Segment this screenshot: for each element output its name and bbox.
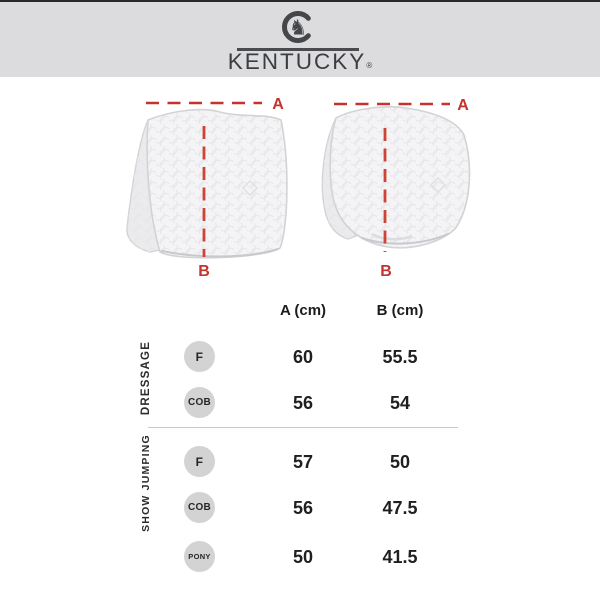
section-label-show-jumping: SHOW JUMPING bbox=[140, 434, 152, 532]
section-label-dressage: DRESSAGE bbox=[140, 340, 152, 416]
value-a-jumping-cob: 56 bbox=[292, 498, 314, 518]
value-b-jumping-pony: 41.5 bbox=[382, 547, 418, 567]
value-a-jumping-f: 57 bbox=[292, 452, 314, 472]
kentucky-logo: KENTUCKY® bbox=[0, 49, 600, 75]
logo-underline bbox=[237, 48, 359, 51]
size-badge-dressage-cob: COB bbox=[184, 387, 215, 418]
measurement-label-b-dressage: B bbox=[198, 263, 210, 280]
horse-emblem-icon: ♞ bbox=[281, 11, 311, 43]
section-divider bbox=[148, 427, 458, 428]
column-header-a: A (cm) bbox=[279, 302, 327, 319]
value-a-dressage-f: 60 bbox=[292, 347, 314, 367]
measurement-label-b-jumping: B bbox=[380, 263, 392, 280]
value-a-jumping-pony: 50 bbox=[292, 547, 314, 567]
emblem-horse-glyph: ♞ bbox=[289, 17, 308, 40]
value-b-dressage-f: 55.5 bbox=[382, 347, 418, 367]
registered-mark: ® bbox=[366, 61, 373, 70]
brand-name: KENTUCKY bbox=[227, 49, 367, 74]
jumping-pad-image bbox=[321, 106, 471, 249]
dressage-pad-image bbox=[126, 108, 288, 259]
measurement-label-a-jumping: A bbox=[457, 97, 469, 114]
value-b-jumping-f: 50 bbox=[389, 452, 411, 472]
size-badge-jumping-cob: COB bbox=[184, 492, 215, 523]
measurement-label-a-dressage: A bbox=[272, 96, 284, 113]
emblem-c-ring bbox=[281, 11, 311, 43]
brand-header: ♞ KENTUCKY® bbox=[0, 2, 600, 77]
column-header-b: B (cm) bbox=[376, 302, 424, 319]
value-b-dressage-cob: 54 bbox=[389, 393, 411, 413]
window-top-edge bbox=[0, 0, 600, 2]
saddle-pad-diagram: A B A B bbox=[126, 96, 471, 280]
value-b-jumping-cob: 47.5 bbox=[382, 498, 418, 518]
size-badge-jumping-pony: PONY bbox=[184, 541, 215, 572]
size-badge-dressage-f: F bbox=[184, 341, 215, 372]
value-a-dressage-cob: 56 bbox=[292, 393, 314, 413]
size-badge-jumping-f: F bbox=[184, 446, 215, 477]
